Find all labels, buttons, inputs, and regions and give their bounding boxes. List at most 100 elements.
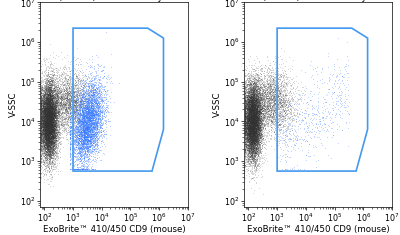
Point xyxy=(250,104,257,108)
Point xyxy=(82,134,88,138)
Point xyxy=(40,109,46,113)
Point xyxy=(245,89,252,93)
Point xyxy=(252,130,259,134)
Point xyxy=(44,95,50,99)
Point xyxy=(253,118,260,122)
Point xyxy=(266,118,272,121)
Point xyxy=(46,98,53,102)
Point xyxy=(44,130,51,134)
Point xyxy=(243,126,249,130)
Point xyxy=(248,151,255,155)
Point xyxy=(45,123,52,127)
Point xyxy=(242,125,248,129)
Point xyxy=(48,115,55,119)
Point xyxy=(252,114,258,118)
Point xyxy=(46,136,52,140)
Point xyxy=(76,117,83,121)
Point xyxy=(42,145,48,149)
Point xyxy=(44,130,51,134)
Point xyxy=(247,140,253,144)
Point xyxy=(81,146,87,150)
Point xyxy=(86,90,93,94)
Point xyxy=(45,148,51,151)
Point xyxy=(252,124,258,128)
Point xyxy=(245,107,251,110)
Point xyxy=(87,135,94,138)
Point xyxy=(42,135,49,139)
Point xyxy=(84,129,90,132)
Point xyxy=(245,91,252,95)
Point xyxy=(248,136,255,140)
Point xyxy=(264,94,270,98)
Point xyxy=(251,78,257,82)
Point xyxy=(76,108,83,112)
Point xyxy=(252,138,258,142)
Point xyxy=(242,85,248,89)
Point xyxy=(250,122,257,125)
Point xyxy=(252,115,259,119)
Point xyxy=(49,151,56,155)
Point xyxy=(85,163,92,167)
Point xyxy=(67,86,74,90)
Point xyxy=(81,133,88,137)
Point xyxy=(253,109,260,112)
Point xyxy=(272,89,278,92)
Point xyxy=(72,143,78,147)
Point xyxy=(248,134,255,138)
Point xyxy=(46,85,52,89)
Point xyxy=(51,145,57,148)
Point xyxy=(41,131,47,135)
Point xyxy=(83,138,90,142)
Point xyxy=(250,100,257,104)
Point xyxy=(50,126,57,130)
Point xyxy=(44,103,50,107)
Point xyxy=(245,115,251,119)
Point xyxy=(42,152,49,156)
Point xyxy=(42,144,48,148)
Point xyxy=(46,129,53,133)
Point xyxy=(77,62,84,66)
Point xyxy=(250,133,256,137)
Point xyxy=(250,80,257,84)
Point xyxy=(252,108,258,111)
Point xyxy=(38,122,44,126)
Point xyxy=(250,135,256,139)
Point xyxy=(91,97,98,101)
Point xyxy=(40,125,46,129)
Point xyxy=(255,137,262,140)
Point xyxy=(248,105,254,108)
Point xyxy=(258,144,265,148)
Point xyxy=(49,128,55,132)
Point xyxy=(43,121,49,125)
Point xyxy=(269,82,276,86)
Point xyxy=(50,141,56,145)
Point xyxy=(42,98,49,102)
Point xyxy=(247,125,253,129)
Point xyxy=(279,70,286,74)
Point xyxy=(72,82,78,85)
Point xyxy=(47,85,53,89)
Point xyxy=(45,132,51,135)
Point xyxy=(252,116,259,120)
Point xyxy=(56,81,62,85)
Point xyxy=(245,156,252,160)
Point xyxy=(251,88,258,92)
Point xyxy=(101,89,108,93)
Point xyxy=(43,112,49,115)
Point xyxy=(82,107,89,110)
Point xyxy=(254,144,260,148)
Point xyxy=(80,107,86,111)
Point xyxy=(252,119,259,123)
Point xyxy=(253,126,259,130)
Point xyxy=(66,96,72,100)
Point xyxy=(48,94,55,98)
Point xyxy=(261,94,267,98)
Point xyxy=(46,127,52,131)
Point xyxy=(286,167,293,171)
Point xyxy=(66,102,72,106)
Point xyxy=(80,126,87,130)
Point xyxy=(90,108,97,112)
Point xyxy=(44,141,51,144)
Point xyxy=(38,134,44,138)
Point xyxy=(250,143,256,146)
